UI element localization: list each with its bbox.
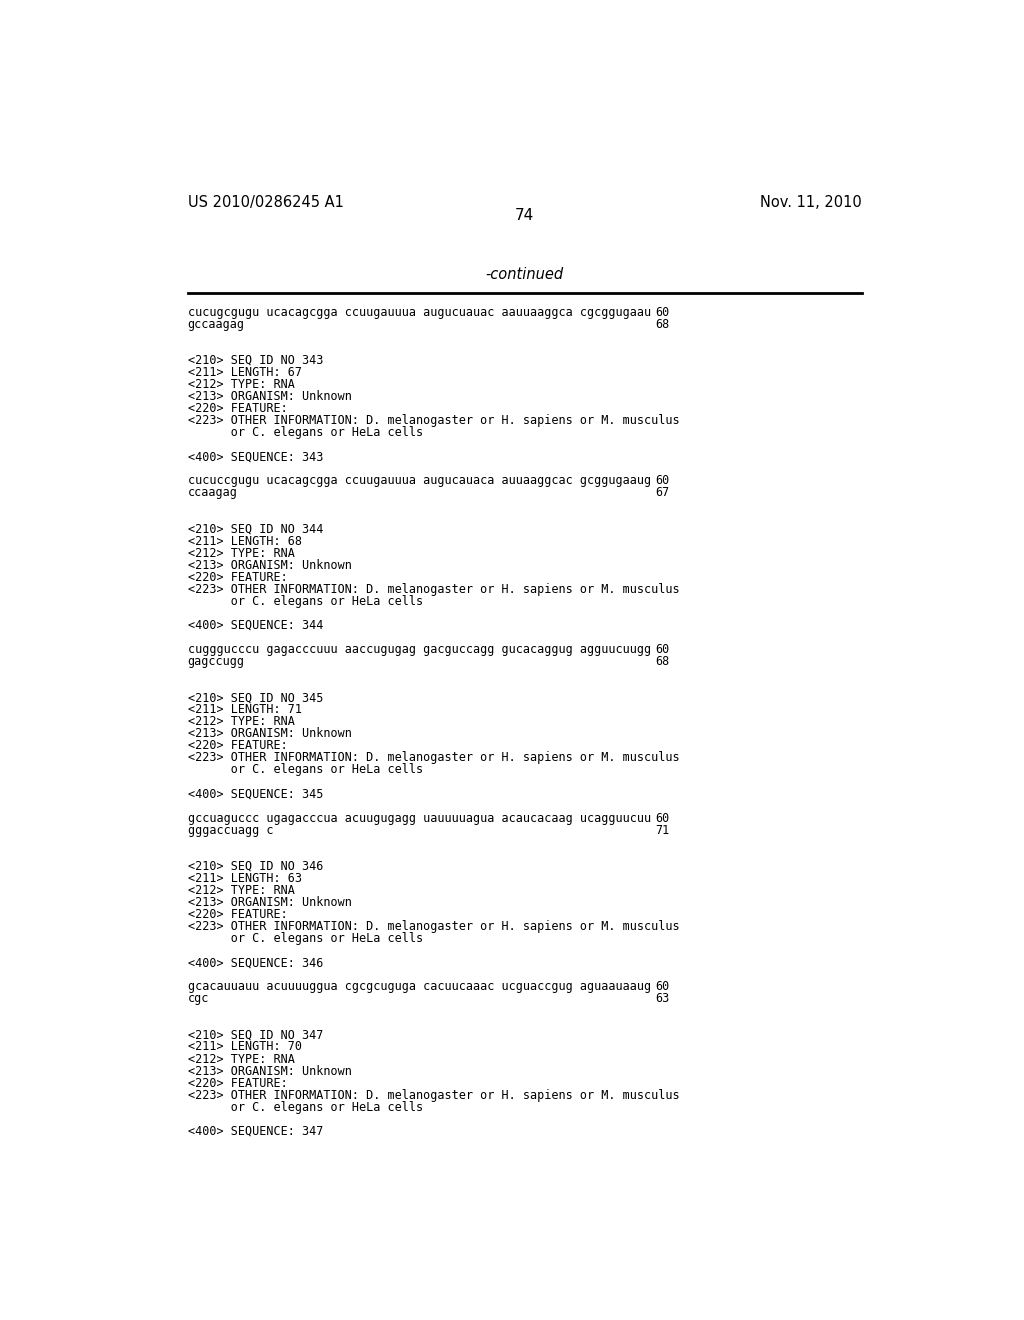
Text: <210> SEQ ID NO 346: <210> SEQ ID NO 346	[187, 859, 323, 873]
Text: <213> ORGANISM: Unknown: <213> ORGANISM: Unknown	[187, 896, 351, 909]
Text: 60: 60	[655, 474, 670, 487]
Text: or C. elegans or HeLa cells: or C. elegans or HeLa cells	[187, 763, 423, 776]
Text: 68: 68	[655, 318, 670, 331]
Text: 67: 67	[655, 487, 670, 499]
Text: gagccugg: gagccugg	[187, 655, 245, 668]
Text: cucuccgugu ucacagcgga ccuugauuua augucauaca auuaaggcac gcggugaaug: cucuccgugu ucacagcgga ccuugauuua augucau…	[187, 474, 650, 487]
Text: cugggucccu gagacccuuu aaccugugag gacguccagg gucacaggug agguucuugg: cugggucccu gagacccuuu aaccugugag gacgucc…	[187, 643, 650, 656]
Text: <211> LENGTH: 68: <211> LENGTH: 68	[187, 535, 301, 548]
Text: <220> FEATURE:: <220> FEATURE:	[187, 1077, 288, 1089]
Text: 60: 60	[655, 981, 670, 993]
Text: <211> LENGTH: 63: <211> LENGTH: 63	[187, 873, 301, 884]
Text: <223> OTHER INFORMATION: D. melanogaster or H. sapiens or M. musculus: <223> OTHER INFORMATION: D. melanogaster…	[187, 583, 679, 595]
Text: <400> SEQUENCE: 345: <400> SEQUENCE: 345	[187, 788, 323, 800]
Text: <223> OTHER INFORMATION: D. melanogaster or H. sapiens or M. musculus: <223> OTHER INFORMATION: D. melanogaster…	[187, 1089, 679, 1102]
Text: 60: 60	[655, 812, 670, 825]
Text: <400> SEQUENCE: 346: <400> SEQUENCE: 346	[187, 956, 323, 969]
Text: <211> LENGTH: 71: <211> LENGTH: 71	[187, 704, 301, 717]
Text: <220> FEATURE:: <220> FEATURE:	[187, 908, 288, 921]
Text: or C. elegans or HeLa cells: or C. elegans or HeLa cells	[187, 595, 423, 607]
Text: <400> SEQUENCE: 347: <400> SEQUENCE: 347	[187, 1125, 323, 1138]
Text: <220> FEATURE:: <220> FEATURE:	[187, 403, 288, 414]
Text: 60: 60	[655, 306, 670, 318]
Text: <211> LENGTH: 70: <211> LENGTH: 70	[187, 1040, 301, 1053]
Text: <400> SEQUENCE: 343: <400> SEQUENCE: 343	[187, 450, 323, 463]
Text: <210> SEQ ID NO 345: <210> SEQ ID NO 345	[187, 692, 323, 704]
Text: <213> ORGANISM: Unknown: <213> ORGANISM: Unknown	[187, 558, 351, 572]
Text: <210> SEQ ID NO 343: <210> SEQ ID NO 343	[187, 354, 323, 367]
Text: ccaagag: ccaagag	[187, 487, 238, 499]
Text: gccuaguccc ugagacccua acuugugagg uauuuuagua acaucacaag ucagguucuu: gccuaguccc ugagacccua acuugugagg uauuuua…	[187, 812, 650, 825]
Text: <212> TYPE: RNA: <212> TYPE: RNA	[187, 546, 294, 560]
Text: <223> OTHER INFORMATION: D. melanogaster or H. sapiens or M. musculus: <223> OTHER INFORMATION: D. melanogaster…	[187, 414, 679, 428]
Text: <400> SEQUENCE: 344: <400> SEQUENCE: 344	[187, 619, 323, 632]
Text: <210> SEQ ID NO 344: <210> SEQ ID NO 344	[187, 523, 323, 536]
Text: <220> FEATURE:: <220> FEATURE:	[187, 739, 288, 752]
Text: <212> TYPE: RNA: <212> TYPE: RNA	[187, 884, 294, 896]
Text: gccaagag: gccaagag	[187, 318, 245, 331]
Text: <212> TYPE: RNA: <212> TYPE: RNA	[187, 715, 294, 729]
Text: <213> ORGANISM: Unknown: <213> ORGANISM: Unknown	[187, 391, 351, 403]
Text: <213> ORGANISM: Unknown: <213> ORGANISM: Unknown	[187, 1064, 351, 1077]
Text: or C. elegans or HeLa cells: or C. elegans or HeLa cells	[187, 1101, 423, 1114]
Text: <210> SEQ ID NO 347: <210> SEQ ID NO 347	[187, 1028, 323, 1041]
Text: 63: 63	[655, 993, 670, 1006]
Text: <211> LENGTH: 67: <211> LENGTH: 67	[187, 366, 301, 379]
Text: Nov. 11, 2010: Nov. 11, 2010	[761, 195, 862, 210]
Text: 68: 68	[655, 655, 670, 668]
Text: 60: 60	[655, 643, 670, 656]
Text: cgc: cgc	[187, 993, 209, 1006]
Text: <223> OTHER INFORMATION: D. melanogaster or H. sapiens or M. musculus: <223> OTHER INFORMATION: D. melanogaster…	[187, 751, 679, 764]
Text: cucugcgugu ucacagcgga ccuugauuua augucuauac aauuaaggca cgcggugaau: cucugcgugu ucacagcgga ccuugauuua augucua…	[187, 306, 650, 318]
Text: -continued: -continued	[485, 268, 564, 282]
Text: or C. elegans or HeLa cells: or C. elegans or HeLa cells	[187, 426, 423, 440]
Text: <212> TYPE: RNA: <212> TYPE: RNA	[187, 1052, 294, 1065]
Text: gggaccuagg c: gggaccuagg c	[187, 824, 273, 837]
Text: gcacauuauu acuuuuggua cgcgcuguga cacuucaaac ucguaccgug aguaauaaug: gcacauuauu acuuuuggua cgcgcuguga cacuuca…	[187, 981, 650, 993]
Text: or C. elegans or HeLa cells: or C. elegans or HeLa cells	[187, 932, 423, 945]
Text: <223> OTHER INFORMATION: D. melanogaster or H. sapiens or M. musculus: <223> OTHER INFORMATION: D. melanogaster…	[187, 920, 679, 933]
Text: 74: 74	[515, 209, 535, 223]
Text: <220> FEATURE:: <220> FEATURE:	[187, 570, 288, 583]
Text: US 2010/0286245 A1: US 2010/0286245 A1	[187, 195, 343, 210]
Text: 71: 71	[655, 824, 670, 837]
Text: <213> ORGANISM: Unknown: <213> ORGANISM: Unknown	[187, 727, 351, 741]
Text: <212> TYPE: RNA: <212> TYPE: RNA	[187, 378, 294, 391]
